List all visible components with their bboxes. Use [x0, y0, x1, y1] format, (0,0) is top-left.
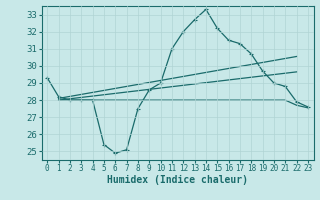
- X-axis label: Humidex (Indice chaleur): Humidex (Indice chaleur): [107, 175, 248, 185]
